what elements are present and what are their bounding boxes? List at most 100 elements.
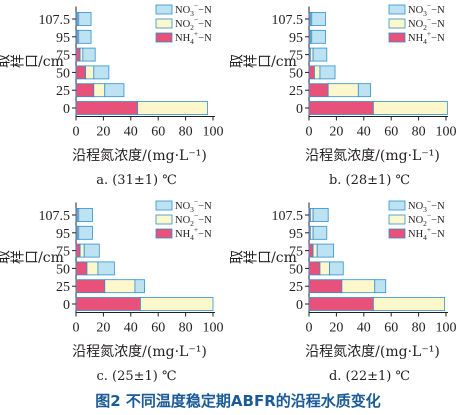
y-tick-label: 107.5 xyxy=(39,209,71,224)
y-axis-label: 取样口/cm xyxy=(0,250,64,266)
y-tick-label: 25 xyxy=(289,84,303,99)
bar-nh4-0 xyxy=(75,101,139,115)
x-tick-label: 100 xyxy=(436,125,457,140)
legend-swatch-nh4 xyxy=(388,32,406,43)
bar-no3-107_5 xyxy=(312,208,329,222)
bar-no3-50 xyxy=(97,261,115,276)
bar-nh4-25 xyxy=(75,279,106,294)
y-axis-label: 取样口/cm xyxy=(229,54,297,70)
y-tick-label: 107.5 xyxy=(39,13,71,28)
legend-swatch-nh4 xyxy=(155,32,173,43)
legend-swatch-nh4 xyxy=(155,228,173,239)
chart-panel-c: 0 25 50 75 95 107.5 0 20 40 60 80 100 取样口/cm 沿程氮浓度/(m… xyxy=(0,197,224,384)
x-tick-label: 100 xyxy=(436,321,457,336)
y-tick-label: 25 xyxy=(56,84,70,99)
x-tick-label: 60 xyxy=(151,321,165,336)
panel-subtitle: a. (31±1) ℃ xyxy=(96,173,177,188)
legend-swatch-no3 xyxy=(388,200,406,211)
x-tick-label: 100 xyxy=(203,125,224,140)
y-tick-label: 75 xyxy=(56,49,70,64)
legend-label-no3: NO3−−N xyxy=(408,197,445,214)
x-tick-label: 0 xyxy=(306,321,313,336)
chart-panel-d: 0 25 50 75 95 107.5 0 20 40 60 80 100 取样口/cm 沿程氮浓度/(m… xyxy=(229,197,456,384)
bar-no3-107_5 xyxy=(78,208,93,222)
x-tick-label: 80 xyxy=(179,321,193,336)
x-tick-label: 20 xyxy=(329,321,343,336)
panel-subtitle: d. (22±1) ℃ xyxy=(329,369,410,384)
x-tick-label: 20 xyxy=(96,321,110,336)
x-axis-label: 沿程氮浓度/(mg·L⁻¹) xyxy=(305,344,440,360)
bar-no2-25 xyxy=(341,279,376,294)
chart-panel-b: 0 25 50 75 95 107.5 0 20 40 60 80 100 取样口/cm 沿程氮浓度/(m… xyxy=(229,1,456,188)
bar-nh4-75 xyxy=(308,243,314,258)
bar-no3-25 xyxy=(357,83,372,98)
bar-no2-25 xyxy=(104,279,136,294)
legend-label-no2: NO2−−N xyxy=(175,15,212,32)
x-tick-label: 40 xyxy=(357,125,371,140)
bar-no3-50 xyxy=(93,65,110,80)
x-tick-label: 80 xyxy=(412,125,426,140)
bar-nh4-0 xyxy=(75,297,141,311)
legend-label-no2: NO2−−N xyxy=(175,211,212,228)
x-tick-label: 60 xyxy=(151,125,165,140)
legend-label-nh4: NH4+−N xyxy=(408,29,445,46)
bar-nh4-0 xyxy=(308,101,374,115)
y-tick-label: 107.5 xyxy=(272,13,304,28)
y-tick-label: 50 xyxy=(289,262,303,277)
x-tick-label: 80 xyxy=(412,321,426,336)
legend-swatch-no2 xyxy=(388,214,406,225)
bar-no3-25 xyxy=(134,279,145,294)
bar-nh4-25 xyxy=(308,279,343,294)
legend-label-nh4: NH4+−N xyxy=(408,225,445,242)
bar-no3-95 xyxy=(78,29,92,44)
x-tick-label: 20 xyxy=(96,125,110,140)
legend-swatch-no3 xyxy=(155,200,173,211)
y-tick-label: 75 xyxy=(56,245,70,260)
x-tick-label: 20 xyxy=(329,125,343,140)
bar-nh4-50 xyxy=(75,65,86,80)
y-tick-label: 107.5 xyxy=(272,209,304,224)
legend-label-nh4: NH4+−N xyxy=(175,29,212,46)
bar-no2-0 xyxy=(372,101,448,115)
bar-no3-107_5 xyxy=(78,12,92,26)
x-tick-label: 60 xyxy=(384,125,398,140)
x-tick-label: 80 xyxy=(179,125,193,140)
legend-swatch-no3 xyxy=(388,4,406,15)
bar-no2-25 xyxy=(93,83,106,98)
bar-no3-107_5 xyxy=(311,12,326,26)
bar-nh4-50 xyxy=(308,65,315,80)
bar-no3-95 xyxy=(78,225,93,240)
y-tick-label: 0 xyxy=(296,102,303,117)
bar-no3-75 xyxy=(83,243,100,258)
bar-nh4-50 xyxy=(75,261,88,276)
bar-no3-25 xyxy=(374,279,387,294)
legend-swatch-no2 xyxy=(155,18,173,29)
x-axis-label: 沿程氮浓度/(mg·L⁻¹) xyxy=(305,148,440,164)
x-tick-label: 0 xyxy=(73,125,80,140)
bar-no3-75 xyxy=(316,243,335,258)
legend-swatch-no2 xyxy=(388,18,406,29)
legend-label-no3: NO3−−N xyxy=(408,1,445,18)
legend-label-no3: NO3−−N xyxy=(175,1,212,18)
x-tick-label: 40 xyxy=(124,321,138,336)
legend-swatch-nh4 xyxy=(388,228,406,239)
x-tick-label: 100 xyxy=(203,321,224,336)
bar-no2-75 xyxy=(79,243,85,258)
bar-nh4-25 xyxy=(75,83,95,98)
legend-label-no2: NO2−−N xyxy=(408,211,445,228)
y-tick-label: 50 xyxy=(56,262,70,277)
bar-nh4-25 xyxy=(308,83,329,98)
bar-no3-50 xyxy=(319,65,336,80)
bar-nh4-75 xyxy=(75,243,81,258)
legend-label-no2: NO2−−N xyxy=(408,15,445,32)
bar-no3-75 xyxy=(312,47,328,62)
y-tick-label: 95 xyxy=(289,227,303,242)
y-tick-label: 0 xyxy=(63,102,70,117)
y-tick-label: 50 xyxy=(56,66,70,81)
bar-no2-107_5 xyxy=(309,208,314,222)
bar-no2-75 xyxy=(309,47,314,62)
bar-nh4-50 xyxy=(308,261,321,276)
panel-subtitle: b. (28±1) ℃ xyxy=(329,173,410,188)
